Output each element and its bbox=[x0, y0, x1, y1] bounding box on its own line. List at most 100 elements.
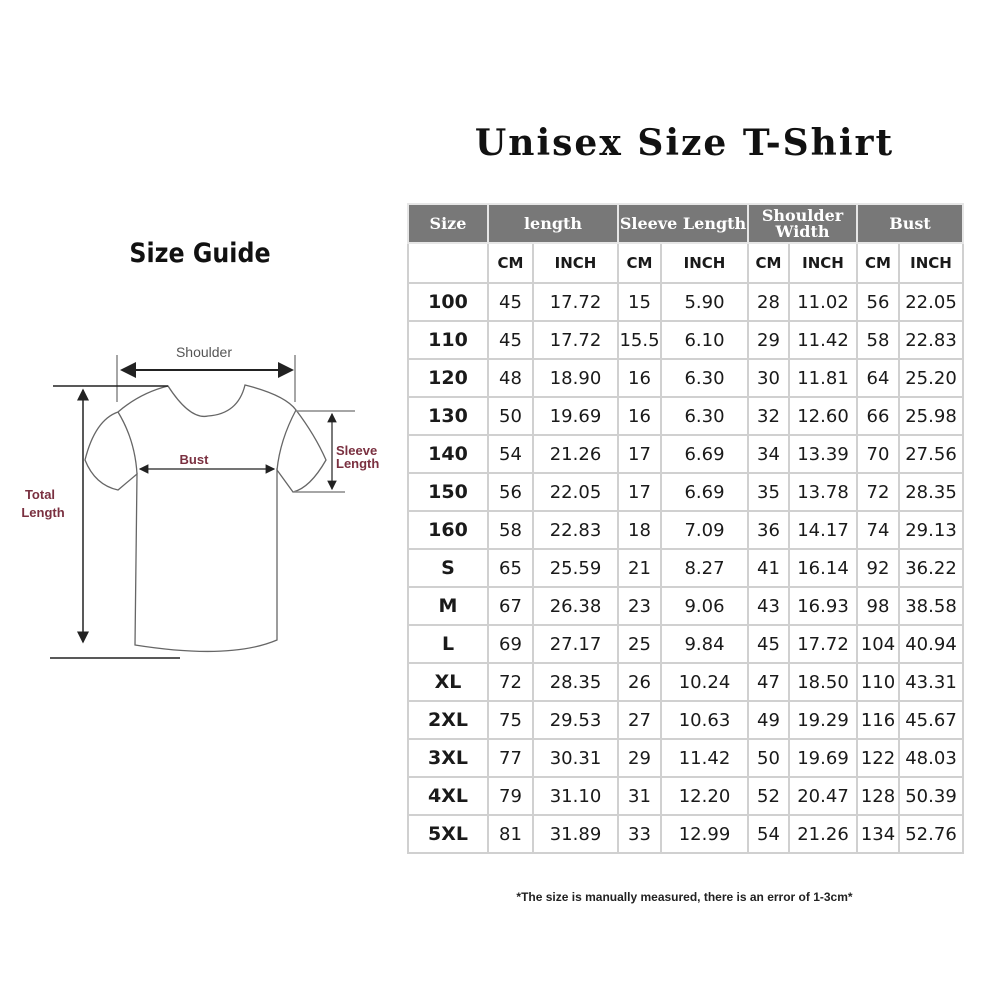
size-cell: S bbox=[407, 548, 489, 588]
value-cell: 40.94 bbox=[898, 624, 964, 664]
value-cell: 38.58 bbox=[898, 586, 964, 626]
value-cell: 25.98 bbox=[898, 396, 964, 436]
value-cell: 45 bbox=[487, 320, 534, 360]
value-cell: 31.89 bbox=[532, 814, 619, 854]
tshirt-diagram: Shoulder Bust Sleeve Length Total Length bbox=[21, 344, 379, 659]
size-cell: 5XL bbox=[407, 814, 489, 854]
table-row: S 65 25.59 21 8.27 41 16.14 92 36.22 bbox=[407, 548, 964, 588]
value-cell: 58 bbox=[487, 510, 534, 550]
table-row: 110 45 17.72 15.5 6.10 29 11.42 58 22.83 bbox=[407, 320, 964, 360]
value-cell: 19.69 bbox=[532, 396, 619, 436]
value-cell: 50 bbox=[747, 738, 790, 778]
value-cell: 18.50 bbox=[788, 662, 858, 702]
value-cell: 34 bbox=[747, 434, 790, 474]
value-cell: 6.30 bbox=[660, 358, 749, 398]
value-cell: 17 bbox=[617, 472, 662, 512]
unit-cell: CM bbox=[487, 242, 534, 284]
value-cell: 25 bbox=[617, 624, 662, 664]
size-cell: 3XL bbox=[407, 738, 489, 778]
value-cell: 104 bbox=[856, 624, 900, 664]
size-cell: 130 bbox=[407, 396, 489, 436]
header-size: Size bbox=[407, 203, 489, 244]
value-cell: 20.47 bbox=[788, 776, 858, 816]
value-cell: 29.13 bbox=[898, 510, 964, 550]
value-cell: 36 bbox=[747, 510, 790, 550]
header-sleeve-length: Sleeve Length bbox=[617, 203, 749, 244]
size-cell: XL bbox=[407, 662, 489, 702]
value-cell: 48.03 bbox=[898, 738, 964, 778]
value-cell: 7.09 bbox=[660, 510, 749, 550]
table-row: 120 48 18.90 16 6.30 30 11.81 64 25.20 bbox=[407, 358, 964, 398]
value-cell: 50 bbox=[487, 396, 534, 436]
table-row: 4XL 79 31.10 31 12.20 52 20.47 128 50.39 bbox=[407, 776, 964, 816]
value-cell: 128 bbox=[856, 776, 900, 816]
value-cell: 6.69 bbox=[660, 472, 749, 512]
value-cell: 50.39 bbox=[898, 776, 964, 816]
value-cell: 6.30 bbox=[660, 396, 749, 436]
value-cell: 45 bbox=[487, 282, 534, 322]
value-cell: 8.27 bbox=[660, 548, 749, 588]
unit-cell: INCH bbox=[898, 242, 964, 284]
table-row: 2XL 75 29.53 27 10.63 49 19.29 116 45.67 bbox=[407, 700, 964, 740]
unit-cell: INCH bbox=[788, 242, 858, 284]
value-cell: 67 bbox=[487, 586, 534, 626]
value-cell: 19.69 bbox=[788, 738, 858, 778]
value-cell: 54 bbox=[747, 814, 790, 854]
value-cell: 35 bbox=[747, 472, 790, 512]
total-label-1: Total bbox=[25, 487, 55, 502]
value-cell: 56 bbox=[487, 472, 534, 512]
value-cell: 72 bbox=[487, 662, 534, 702]
value-cell: 92 bbox=[856, 548, 900, 588]
sleeve-label-1: Sleeve bbox=[336, 443, 377, 458]
value-cell: 19.29 bbox=[788, 700, 858, 740]
value-cell: 72 bbox=[856, 472, 900, 512]
value-cell: 26 bbox=[617, 662, 662, 702]
value-cell: 77 bbox=[487, 738, 534, 778]
value-cell: 33 bbox=[617, 814, 662, 854]
value-cell: 27 bbox=[617, 700, 662, 740]
header-shoulder-width: Shoulder Width bbox=[747, 203, 858, 244]
unit-row: CM INCH CM INCH CM INCH CM INCH bbox=[407, 242, 964, 284]
table-row: XL 72 28.35 26 10.24 47 18.50 110 43.31 bbox=[407, 662, 964, 702]
value-cell: 9.84 bbox=[660, 624, 749, 664]
value-cell: 16 bbox=[617, 396, 662, 436]
chart-title: Unisex Size T-Shirt bbox=[474, 122, 895, 164]
tshirt-outline bbox=[84, 384, 327, 653]
value-cell: 64 bbox=[856, 358, 900, 398]
value-cell: 23 bbox=[617, 586, 662, 626]
unit-cell: CM bbox=[747, 242, 790, 284]
value-cell: 6.10 bbox=[660, 320, 749, 360]
value-cell: 79 bbox=[487, 776, 534, 816]
value-cell: 48 bbox=[487, 358, 534, 398]
value-cell: 30.31 bbox=[532, 738, 619, 778]
measurement-note: *The size is manually measured, there is… bbox=[516, 890, 853, 904]
value-cell: 15 bbox=[617, 282, 662, 322]
table-row: 130 50 19.69 16 6.30 32 12.60 66 25.98 bbox=[407, 396, 964, 436]
value-cell: 22.83 bbox=[898, 320, 964, 360]
table-row: 140 54 21.26 17 6.69 34 13.39 70 27.56 bbox=[407, 434, 964, 474]
value-cell: 116 bbox=[856, 700, 900, 740]
value-cell: 25.59 bbox=[532, 548, 619, 588]
value-cell: 29.53 bbox=[532, 700, 619, 740]
size-cell: 100 bbox=[407, 282, 489, 322]
value-cell: 74 bbox=[856, 510, 900, 550]
table-row: M 67 26.38 23 9.06 43 16.93 98 38.58 bbox=[407, 586, 964, 626]
value-cell: 16.14 bbox=[788, 548, 858, 588]
table-row: L 69 27.17 25 9.84 45 17.72 104 40.94 bbox=[407, 624, 964, 664]
size-cell: L bbox=[407, 624, 489, 664]
value-cell: 28.35 bbox=[532, 662, 619, 702]
value-cell: 22.83 bbox=[532, 510, 619, 550]
value-cell: 14.17 bbox=[788, 510, 858, 550]
value-cell: 11.02 bbox=[788, 282, 858, 322]
value-cell: 9.06 bbox=[660, 586, 749, 626]
value-cell: 65 bbox=[487, 548, 534, 588]
size-cell: 4XL bbox=[407, 776, 489, 816]
value-cell: 58 bbox=[856, 320, 900, 360]
value-cell: 17 bbox=[617, 434, 662, 474]
table-row: 5XL 81 31.89 33 12.99 54 21.26 134 52.76 bbox=[407, 814, 964, 854]
size-cell: 150 bbox=[407, 472, 489, 512]
value-cell: 12.99 bbox=[660, 814, 749, 854]
value-cell: 69 bbox=[487, 624, 534, 664]
header-bust: Bust bbox=[856, 203, 964, 244]
value-cell: 18 bbox=[617, 510, 662, 550]
